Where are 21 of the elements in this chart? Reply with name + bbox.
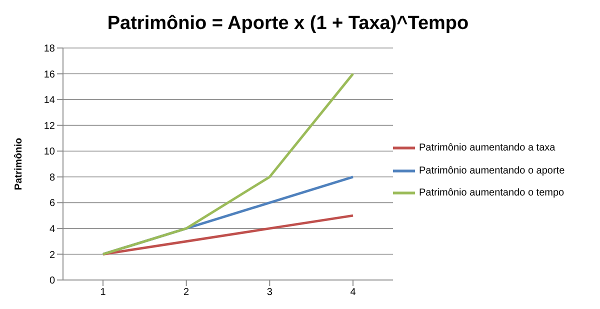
legend-label: Patrimônio aumentando o aporte	[419, 165, 565, 176]
line-series	[102, 72, 354, 256]
y-tick-label: 0	[49, 276, 56, 287]
y-tick-label: 4	[49, 224, 56, 235]
x-tick-label: 1	[100, 287, 106, 298]
y-tick-label: 10	[44, 146, 56, 158]
y-tick-label: 8	[49, 172, 56, 184]
x-tick-label: 4	[350, 287, 356, 298]
y-tick-label: 6	[49, 198, 56, 210]
legend-label: Patrimônio aumentando o tempo	[419, 188, 564, 199]
chart-title: Patrimônio = Aporte x (1 + Taxa)^Tempo	[106, 12, 470, 36]
legend-label: Patrimônio aumentando a taxa	[419, 142, 556, 154]
x-tick-label: 3	[266, 287, 273, 298]
y-tick-label: 14	[44, 95, 56, 106]
y-axis-title: Patrimônio	[14, 138, 25, 190]
line-series	[102, 214, 354, 256]
y-tick-label: 18	[44, 44, 56, 55]
y-tick-label: 16	[44, 69, 56, 80]
y-tick-label: 2	[49, 250, 56, 261]
x-tick-label: 2	[184, 287, 190, 298]
y-tick-label: 12	[44, 120, 56, 132]
